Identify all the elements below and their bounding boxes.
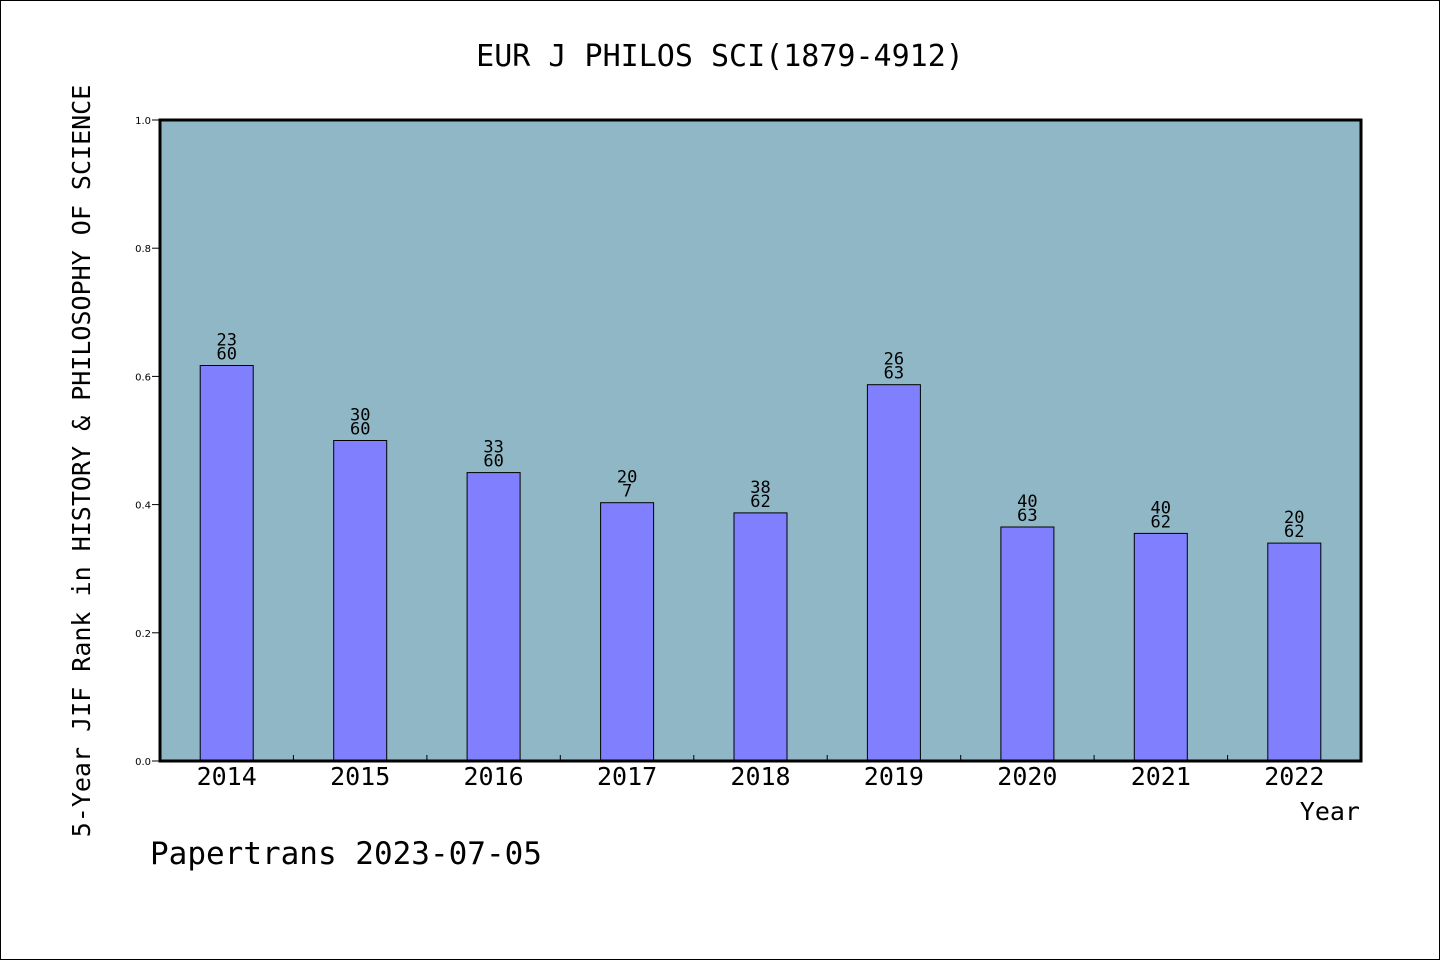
bar-label-bottom-2014: 60 (216, 345, 236, 365)
bar-2020 (1000, 526, 1055, 762)
x-tick-label-2018: 2018 (730, 762, 790, 791)
plot-border (158, 118, 1363, 763)
chart-title: EUR J PHILOS SCI(1879-4912) (476, 39, 964, 74)
bar-label-top-2014: 23 (216, 331, 236, 351)
bar-2019 (866, 384, 921, 762)
x-tick-label-2020: 2020 (997, 762, 1057, 791)
bar-label-bottom-2021: 62 (1151, 512, 1171, 532)
bar-label-bottom-2017: 7 (622, 482, 632, 502)
bar-label-top-2022: 20 (1284, 508, 1304, 528)
bar-label-top-2020: 40 (1017, 492, 1037, 512)
y-tick-label-1.0: 1.0 (135, 116, 151, 127)
bar-2014 (199, 365, 254, 762)
bar-label-top-2019: 26 (884, 350, 904, 370)
x-tick-label-2021: 2021 (1131, 762, 1191, 791)
bar-label-top-2018: 38 (750, 478, 770, 498)
bar-2015 (333, 440, 388, 762)
bar-label-top-2017: 20 (617, 468, 637, 488)
bar-label-bottom-2018: 62 (750, 492, 770, 512)
bar-2017 (600, 502, 655, 762)
bar-2016 (466, 472, 521, 762)
bar-label-bottom-2022: 62 (1284, 522, 1304, 542)
bar-label-bottom-2019: 63 (884, 364, 904, 384)
x-tick-label-2016: 2016 (463, 762, 523, 791)
y-tick-label-0.0: 0.0 (135, 757, 151, 768)
bar-2021 (1133, 532, 1188, 762)
bar-2022 (1267, 542, 1322, 762)
x-tick-label-2017: 2017 (597, 762, 657, 791)
bar-label-bottom-2016: 60 (483, 452, 503, 472)
x-tick-label-2019: 2019 (864, 762, 924, 791)
y-tick-label-0.4: 0.4 (135, 501, 151, 512)
bar-label-bottom-2020: 63 (1017, 506, 1037, 526)
x-axis-ticks: 2014 2015 2016 2017 2018 2019 2020 2021 2022 (197, 755, 1324, 791)
x-tick-label-2015: 2015 (330, 762, 390, 791)
bar-label-top-2016: 33 (483, 438, 503, 458)
x-axis-label: Year (1300, 797, 1360, 826)
bar-label-bottom-2015: 60 (350, 420, 370, 440)
bar-label-top-2015: 30 (350, 406, 370, 426)
footer-date-text: Papertrans 2023-07-05 (150, 836, 542, 872)
y-tick-label-0.2: 0.2 (135, 629, 151, 640)
x-tick-label-2014: 2014 (197, 762, 257, 791)
y-axis-ticks: 0.0 0.2 0.4 0.6 0.8 1.0 (135, 116, 160, 768)
x-tick-label-2022: 2022 (1264, 762, 1324, 791)
y-tick-label-0.6: 0.6 (135, 372, 151, 383)
y-axis-label: 5-Year JIF Rank in HISTORY & PHILOSOPHY … (67, 85, 96, 838)
bars-group (199, 365, 1322, 762)
y-tick-label-0.8: 0.8 (135, 244, 151, 255)
bar-2018 (733, 512, 788, 762)
bar-label-top-2021: 40 (1151, 498, 1171, 518)
